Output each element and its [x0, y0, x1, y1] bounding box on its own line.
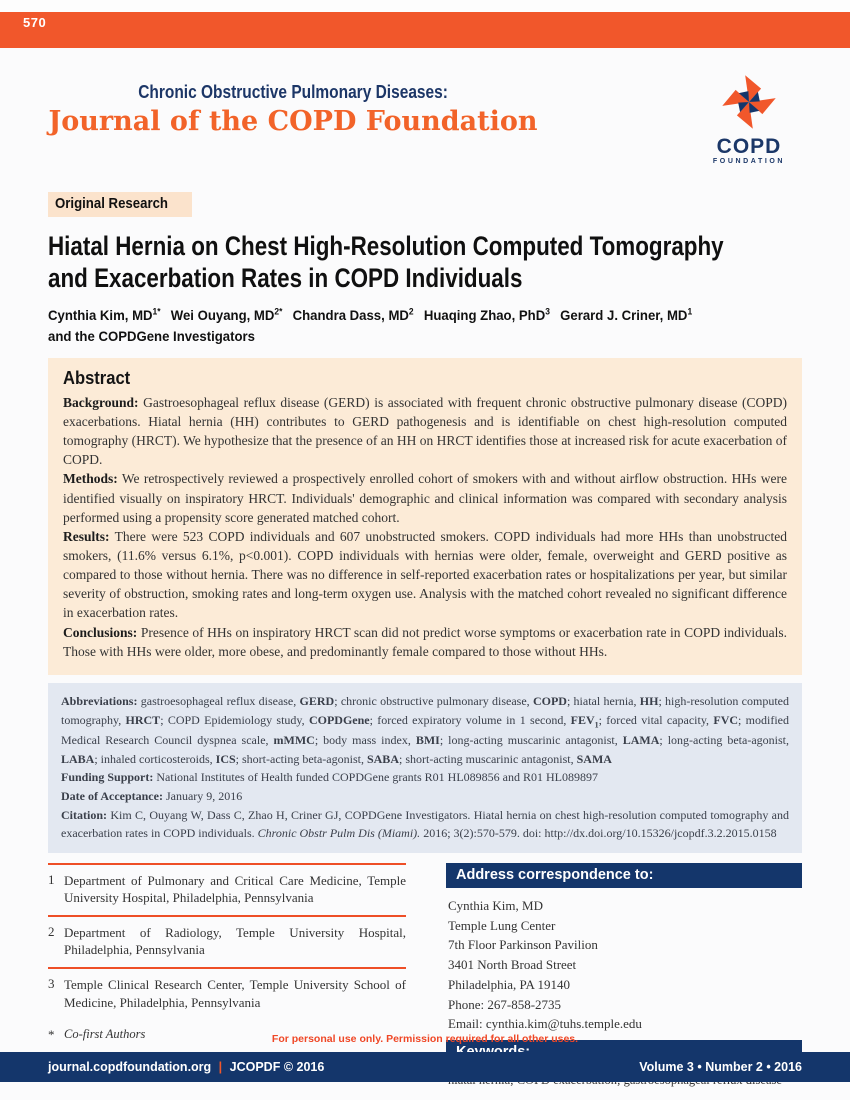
pinwheel-icon	[722, 75, 776, 129]
author-group-note: and the COPDGene Investigators	[48, 327, 255, 344]
affiliation-text: Department of Pulmonary and Critical Car…	[64, 872, 406, 906]
correspondent-address-line: Philadelphia, PA 19140	[448, 976, 570, 992]
author-affiliation-sup: 3	[545, 306, 550, 317]
article-metadata-box: Abbreviations: gastroesophageal reflux d…	[48, 682, 802, 853]
affiliation-number: 3	[48, 976, 55, 992]
author-list: Cynthia Kim, MD1* Wei Ouyang, MD2* Chand…	[48, 307, 781, 323]
logo-text: COPD	[716, 135, 782, 158]
badge-label: Original Research	[55, 195, 168, 212]
abstract-heading: Abstract	[63, 367, 131, 388]
correspondent-address-line: 3401 North Broad Street	[448, 957, 577, 973]
article-type-badge: Original Research	[48, 192, 193, 217]
article-title: Hiatal Hernia on Chest High-Resolution C…	[48, 231, 808, 295]
top-orange-band: 570	[0, 12, 850, 48]
affiliation-number: 1	[48, 871, 55, 887]
acceptance-date-row: Date of Acceptance: January 9, 2016	[61, 789, 243, 804]
abstract-background: Background: Gastroesophageal reflux dise…	[63, 394, 788, 468]
author: Wei Ouyang, MD2*	[170, 306, 283, 323]
page-number: 570	[23, 15, 47, 30]
footer-left: journal.copdfoundation.org | JCOPDF © 20…	[48, 1060, 328, 1074]
affiliation-item: 1 Department of Pulmonary and Critical C…	[48, 862, 406, 915]
footer-issue-info: Volume 3 • Number 2 • 2016	[639, 1060, 802, 1074]
abstract-methods: Methods: We retrospectively reviewed a p…	[63, 471, 787, 525]
abstract-section: Abstract Background: Gastroesophageal re…	[48, 357, 802, 675]
affiliation-text: Department of Radiology, Temple Universi…	[64, 924, 406, 958]
affiliation-number: 2	[48, 923, 55, 939]
correspondence-column: Address correspondence to: Cynthia Kim, …	[446, 862, 802, 1088]
journal-supertitle: Chronic Obstructive Pulmonary Diseases:	[138, 82, 448, 102]
journal-title-block: Chronic Obstructive Pulmonary Diseases: …	[48, 82, 538, 137]
article-title-line-1: Hiatal Hernia on Chest High-Resolution C…	[48, 231, 724, 261]
footer-bar: journal.copdfoundation.org | JCOPDF © 20…	[0, 1052, 850, 1082]
top-margin-strip	[0, 0, 850, 12]
funding-row: Funding Support: National Institutes of …	[61, 770, 598, 785]
affiliation-item: 2 Department of Radiology, Temple Univer…	[48, 914, 406, 967]
author: Huaqing Zhao, PhD3	[423, 306, 550, 323]
bottom-columns: 1 Department of Pulmonary and Critical C…	[48, 862, 802, 1088]
abbreviations-row: Abbreviations: gastroesophageal reflux d…	[61, 693, 789, 766]
correspondent-email[interactable]: Email: cynthia.kim@tuhs.temple.edu	[448, 1016, 642, 1032]
journal-masthead: Chronic Obstructive Pulmonary Diseases: …	[0, 75, 850, 168]
correspondence-address: Cynthia Kim, MD Temple Lung Center 7th F…	[446, 888, 802, 1040]
cofirst-text: Co-first Authors	[64, 1027, 146, 1042]
footer-site-link[interactable]: journal.copdfoundation.org	[48, 1060, 212, 1074]
correspondence-header: Address correspondence to:	[446, 862, 802, 888]
cofirst-marker: *	[48, 1027, 55, 1043]
author-affiliation-sup: 2	[408, 306, 414, 317]
footer-separator: |	[218, 1060, 223, 1074]
author-affiliation-sup: 1*	[152, 306, 161, 317]
correspondent-name: Cynthia Kim, MD	[448, 897, 543, 913]
author-affiliation-sup: 1	[687, 306, 693, 317]
author: Gerard J. Criner, MD1	[560, 306, 693, 323]
correspondent-address-line: 7th Floor Parkinson Pavilion	[448, 937, 598, 953]
abstract-conclusions: Conclusions: Presence of HHs on inspirat…	[63, 624, 788, 659]
affiliation-text: Temple Clinical Research Center, Temple …	[64, 977, 406, 1010]
cofirst-authors-note: * Co-first Authors	[48, 1019, 406, 1043]
copd-foundation-logo: COPD FOUNDATION	[694, 74, 804, 165]
correspondent-phone: Phone: 267-858-2735	[448, 996, 562, 1012]
footer-journal-copyright: JCOPDF © 2016	[229, 1060, 325, 1074]
correspondent-org: Temple Lung Center	[448, 917, 556, 933]
article-title-line-2: and Exacerbation Rates in COPD Individua…	[48, 262, 523, 293]
citation-row[interactable]: Citation: Kim C, Ouyang W, Dass C, Zhao …	[61, 807, 789, 841]
author: Chandra Dass, MD2	[292, 306, 414, 323]
author: Cynthia Kim, MD1*	[48, 306, 161, 323]
affiliations-column: 1 Department of Pulmonary and Critical C…	[48, 862, 406, 1088]
permission-notice: For personal use only. Permission requir…	[271, 1033, 579, 1045]
abstract-results: Results: There were 523 COPD individuals…	[63, 528, 788, 621]
journal-title: Journal of the COPD Foundation	[48, 106, 538, 137]
logo-subtext: FOUNDATION	[712, 158, 786, 165]
author-affiliation-sup: 2*	[274, 306, 283, 317]
affiliation-item: 3 Temple Clinical Research Center, Templ…	[48, 967, 406, 1019]
